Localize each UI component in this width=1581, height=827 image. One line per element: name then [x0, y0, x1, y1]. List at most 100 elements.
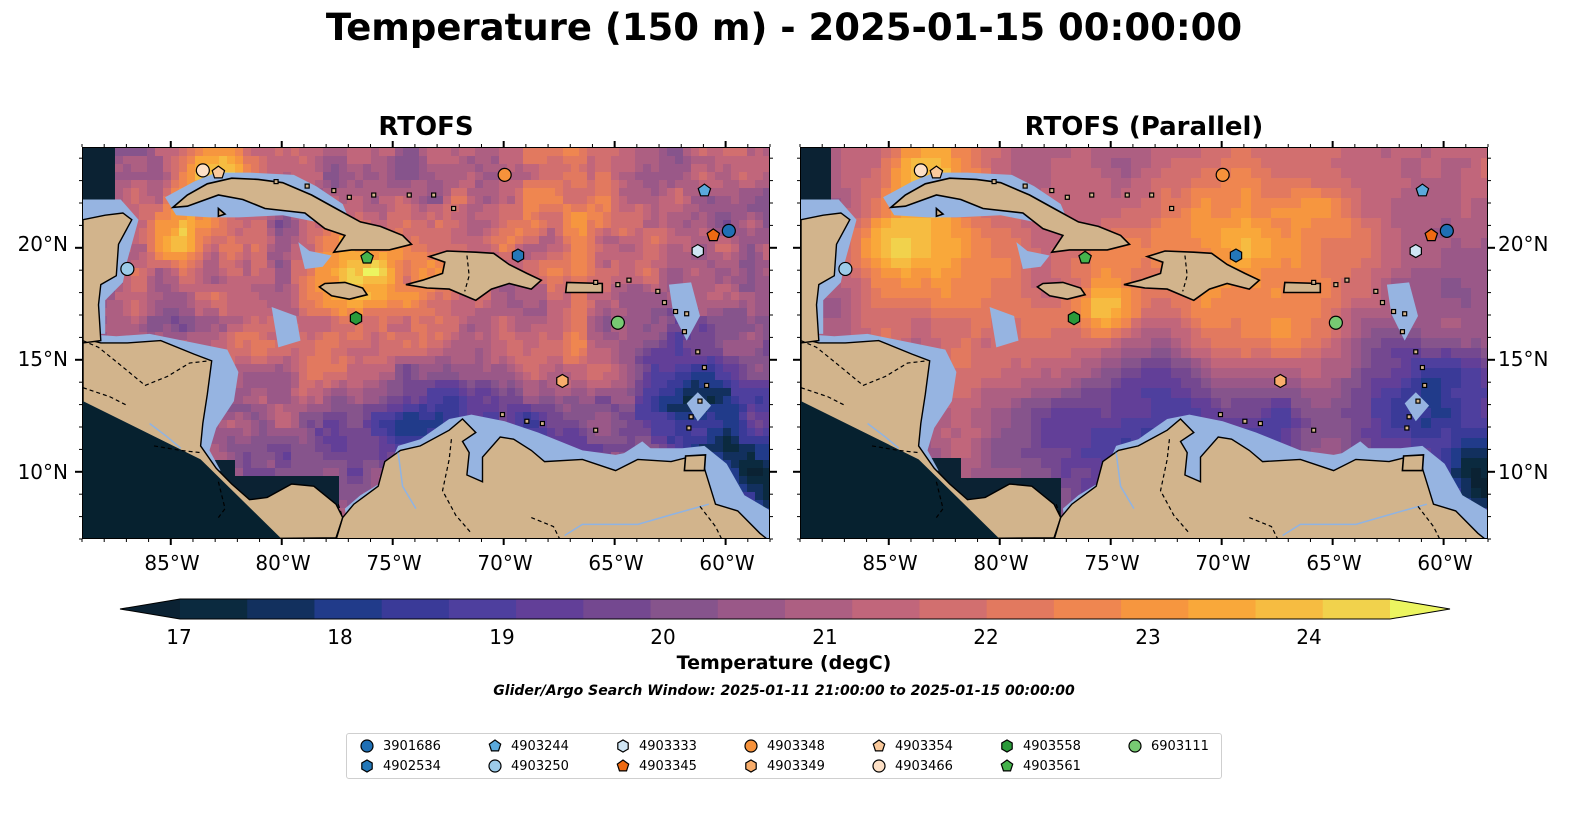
island: [684, 311, 690, 317]
island: [697, 398, 703, 404]
pentagon-marker-icon: [872, 739, 886, 752]
island: [1406, 414, 1412, 420]
float-4903348-circle-icon: [1215, 167, 1230, 182]
hexagon-marker-icon: [361, 759, 373, 773]
colorbar-segment: [717, 599, 786, 619]
colorbar-segment: [180, 599, 248, 619]
legend-item-4903244: 4903244: [487, 738, 569, 754]
float-4903345-pentagon-icon: [1424, 228, 1439, 242]
island: [704, 382, 710, 389]
colorbar-tick-19: 19: [489, 625, 515, 649]
colorbar-extend-high: [1390, 599, 1450, 619]
island: [1049, 187, 1055, 194]
island: [1373, 288, 1379, 294]
legend-marker-icon: [617, 739, 629, 753]
island: [701, 364, 708, 371]
colorbar-segment: [852, 599, 921, 619]
island: [1399, 329, 1406, 335]
island: [593, 279, 599, 285]
circle-marker-icon: [488, 759, 502, 773]
island: [1124, 192, 1130, 198]
legend-item-4903558: 4903558: [999, 738, 1081, 754]
y-tick-right-20n: 20°N: [1498, 232, 1549, 256]
island: [539, 420, 546, 427]
colorbar-tick-21: 21: [812, 625, 838, 649]
colorbar-segment: [1121, 599, 1189, 619]
island: [1379, 299, 1386, 306]
circle-marker-icon: [872, 759, 886, 773]
landmass: [801, 177, 1485, 538]
island: [1257, 420, 1264, 427]
colorbar-label: Temperature (degC): [676, 652, 892, 674]
colorbar-tick-20: 20: [650, 625, 676, 649]
legend-label: 4903558: [1023, 738, 1081, 754]
colorbar-segment: [919, 599, 988, 619]
y-tick-left-20n: 20°N: [17, 232, 68, 256]
legend-marker-icon: [1128, 739, 1142, 753]
float-4903354-pentagon-icon: [211, 165, 226, 179]
float-4903348-circle-icon: [497, 167, 512, 182]
rivers: [867, 422, 1428, 537]
colorbar-tick-24: 24: [1296, 625, 1322, 649]
pentagon-marker-icon: [488, 739, 502, 752]
island: [672, 308, 679, 315]
circle-marker-icon: [1128, 739, 1142, 753]
float-6903111-circle-icon: [1328, 315, 1343, 330]
legend-item-4902534: 4902534: [359, 758, 441, 774]
circle-marker-icon: [360, 739, 374, 753]
colorbar-segment: [986, 599, 1055, 619]
float-4903558-hexagon-icon: [349, 311, 363, 326]
island: [524, 418, 530, 424]
island: [1169, 205, 1175, 212]
x-tick-right-70w: 70°W: [1195, 551, 1251, 575]
x-tick-left-85w: 85°W: [144, 551, 200, 575]
map-canvas-rtofs-parallel: [801, 148, 1487, 538]
float-4903466-circle-icon: [913, 163, 928, 178]
island: [661, 299, 668, 306]
colorbar-segment: [583, 599, 652, 619]
float-4903561-pentagon-icon: [1078, 250, 1092, 264]
y-tick-right-15n: 15°N: [1498, 347, 1549, 371]
float-markers: [120, 163, 736, 389]
island: [991, 179, 997, 185]
map-canvas-rtofs: [83, 148, 769, 538]
legend-label: 4903466: [895, 758, 953, 774]
colorbar-segment: [1188, 599, 1257, 619]
island: [1402, 311, 1408, 317]
island: [1333, 282, 1339, 288]
x-tick-right-75w: 75°W: [1084, 551, 1140, 575]
island: [499, 411, 506, 418]
float-6903111-circle-icon: [610, 315, 625, 330]
float-4902534-hexagon-icon: [511, 248, 525, 263]
rivers: [149, 422, 710, 537]
island: [273, 179, 279, 185]
legend-item-4903345: 4903345: [615, 758, 697, 774]
pacific-ocean: [801, 401, 999, 538]
x-tick-right-65w: 65°W: [1306, 551, 1362, 575]
island: [431, 192, 437, 198]
float-4903333-hexagon-icon: [691, 243, 704, 259]
country-borders: [801, 255, 1440, 538]
y-tick-left-15n: 15°N: [17, 347, 68, 371]
legend-item-4903349: 4903349: [743, 758, 825, 774]
float-3901686-circle-icon: [721, 223, 736, 238]
colorbar-segment: [448, 599, 517, 619]
island: [1064, 194, 1070, 200]
x-tick-left-65w: 65°W: [588, 551, 644, 575]
island: [1242, 418, 1248, 424]
y-tick-left-10n: 10°N: [17, 460, 68, 484]
colorbar: [119, 598, 1451, 620]
float-3901686-circle-icon: [1439, 223, 1454, 238]
legend-label: 4903354: [895, 738, 953, 754]
colorbar-segment: [1322, 599, 1391, 619]
legend-marker-icon: [872, 739, 886, 752]
legend-label: 4903561: [1023, 758, 1081, 774]
legend-label: 4903349: [767, 758, 825, 774]
legend-marker-icon: [1001, 739, 1013, 753]
colorbar-segment: [314, 599, 383, 619]
pentagon-marker-icon: [1000, 759, 1014, 772]
island: [1390, 308, 1397, 315]
panel-title-rtofs: RTOFS: [378, 112, 474, 142]
island: [655, 288, 661, 294]
